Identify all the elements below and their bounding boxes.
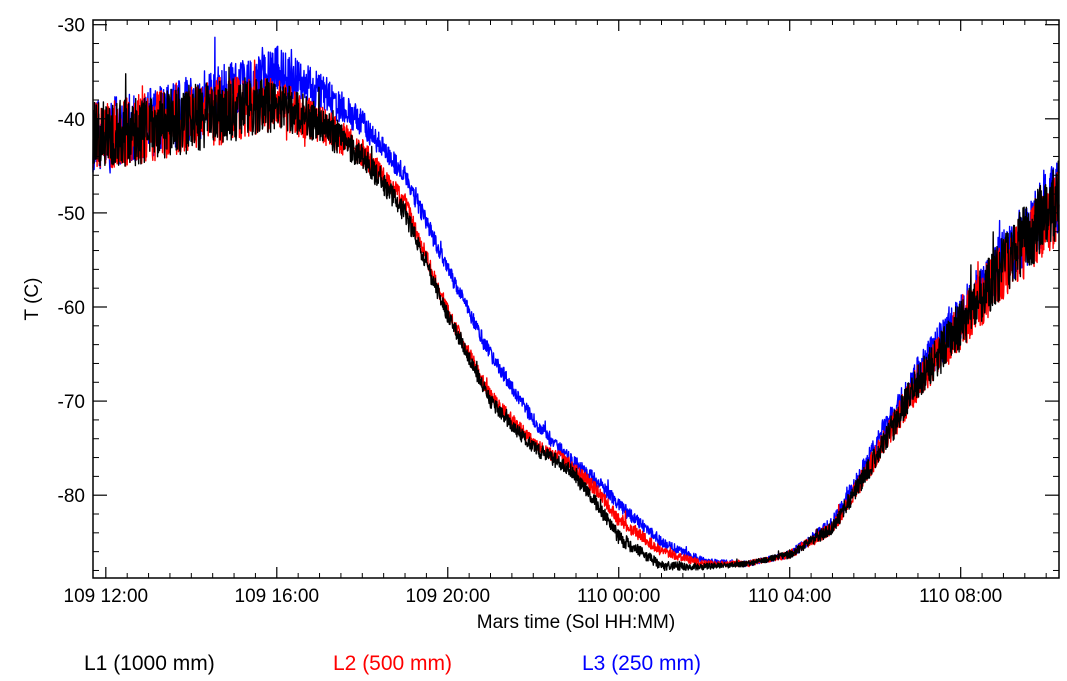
x-tick-label: 109 12:00	[64, 586, 149, 607]
legend-entry: L1 (1000 mm)	[84, 652, 215, 675]
legend: L1 (1000 mm) L2 (500 mm) L3 (250 mm)	[84, 652, 701, 675]
x-tick-label: 110 08:00	[919, 586, 1002, 607]
axis-ticks	[93, 20, 1059, 578]
legend-entry: L2 (500 mm)	[333, 652, 452, 675]
tick-labels: 109 12:00 109 16:00 109 20:00 110 00:00 110 …	[58, 16, 1003, 607]
y-tick-label: -70	[58, 392, 85, 413]
y-axis-title: T (C)	[22, 278, 43, 321]
series-line	[92, 36, 1060, 568]
x-tick-label: 109 20:00	[406, 586, 491, 607]
x-axis-title: Mars time (Sol HH:MM)	[477, 612, 675, 633]
y-tick-label: -80	[58, 486, 85, 507]
y-tick-label: -60	[58, 298, 85, 319]
y-tick-label: -50	[58, 204, 85, 225]
series-line	[92, 59, 1060, 568]
plot-lines	[92, 36, 1060, 572]
y-tick-label: -40	[58, 110, 85, 131]
x-tick-label: 109 16:00	[235, 586, 320, 607]
legend-entry: L3 (250 mm)	[582, 652, 701, 675]
series-line	[92, 66, 1060, 572]
y-tick-label: -30	[58, 16, 85, 37]
x-tick-label: 110 04:00	[748, 586, 831, 607]
x-tick-label: 110 00:00	[577, 586, 660, 607]
